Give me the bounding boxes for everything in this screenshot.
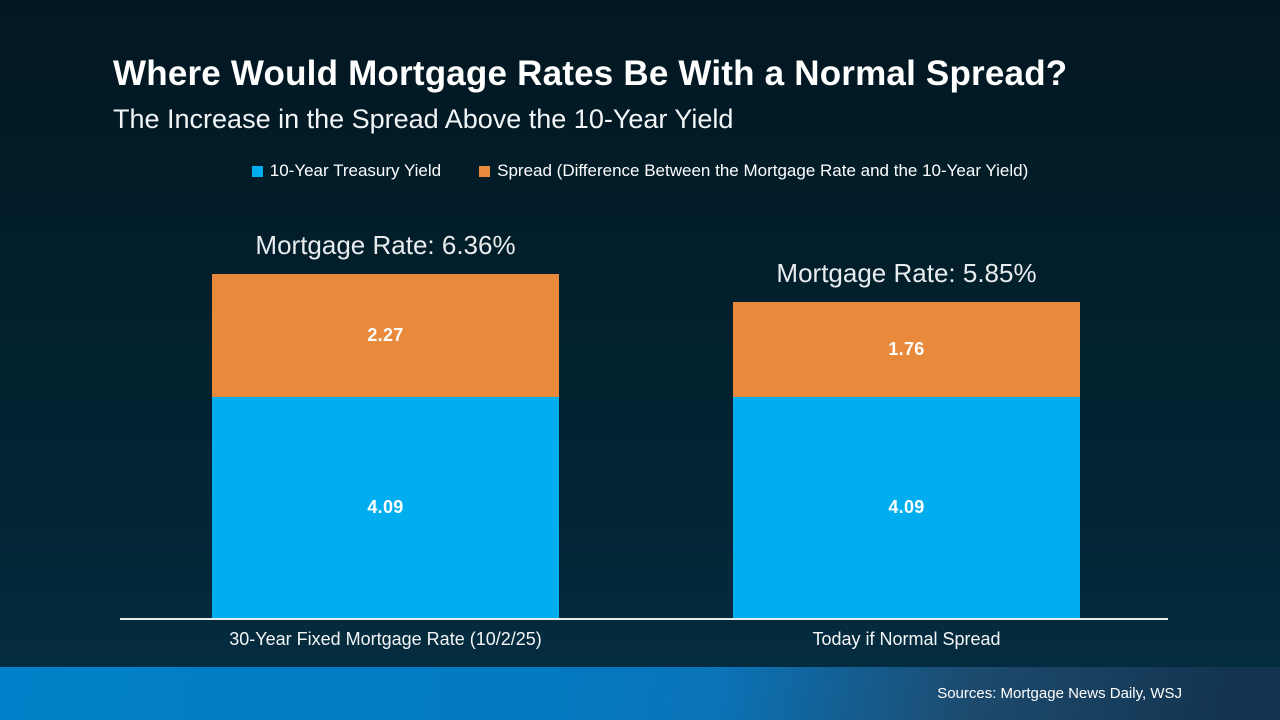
legend-label-spread: Spread (Difference Between the Mortgage … <box>497 161 1029 180</box>
chart-legend: 10-Year Treasury Yield Spread (Differenc… <box>0 161 1280 181</box>
bar-segment-spread-normal: 1.76 <box>733 302 1080 397</box>
bar-total-label-current: Mortgage Rate: 6.36% <box>255 230 516 260</box>
x-axis-label-normal-spread: Today if Normal Spread <box>812 629 1001 649</box>
segment-value-label-spread-current: 2.27 <box>367 325 404 345</box>
treasury-yield-swatch-icon <box>251 165 263 177</box>
segment-value-label-treasury-normal: 4.09 <box>888 497 925 517</box>
x-axis-line <box>120 618 1168 620</box>
chart-subtitle: The Increase in the Spread Above the 10-… <box>113 104 734 134</box>
source-note: Sources: Mortgage News Daily, WSJ <box>937 685 1182 702</box>
bar-segment-spread-current: 2.27 <box>212 274 559 397</box>
chart-title: Where Would Mortgage Rates Be With a Nor… <box>113 54 1068 93</box>
footer-band: Sources: Mortgage News Daily, WSJ <box>0 667 1280 720</box>
bar-group-current-mortgage-rate: Mortgage Rate: 6.36% 2.27 4.09 <box>212 230 559 618</box>
bar-segment-treasury-current: 4.09 <box>212 397 559 618</box>
spread-swatch-icon <box>479 165 491 177</box>
legend-label-treasury-yield: 10-Year Treasury Yield <box>269 161 442 180</box>
bar-group-normal-spread: Mortgage Rate: 5.85% 1.76 4.09 <box>733 258 1080 618</box>
legend-item-treasury-yield: 10-Year Treasury Yield <box>251 161 442 181</box>
segment-value-label-spread-normal: 1.76 <box>888 339 925 359</box>
legend-item-spread: Spread (Difference Between the Mortgage … <box>479 161 1028 181</box>
bar-segment-treasury-normal: 4.09 <box>733 397 1080 618</box>
segment-value-label-treasury-current: 4.09 <box>367 497 404 517</box>
bar-total-label-normal-spread: Mortgage Rate: 5.85% <box>776 258 1037 288</box>
x-axis-label-current: 30-Year Fixed Mortgage Rate (10/2/25) <box>229 629 542 649</box>
